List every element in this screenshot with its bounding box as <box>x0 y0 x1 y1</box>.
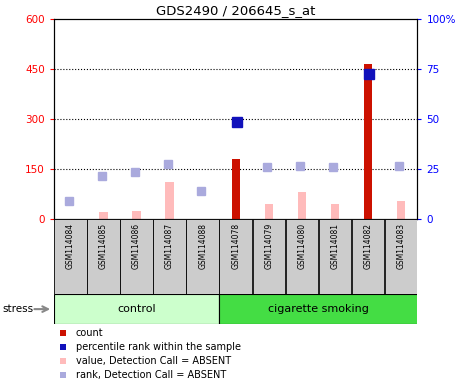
Text: GSM114087: GSM114087 <box>165 223 174 269</box>
Text: GSM114085: GSM114085 <box>99 223 108 269</box>
Text: value, Detection Call = ABSENT: value, Detection Call = ABSENT <box>76 356 231 366</box>
Bar <box>132 210 141 219</box>
Bar <box>166 182 174 219</box>
FancyBboxPatch shape <box>54 294 219 324</box>
Bar <box>331 204 339 219</box>
FancyBboxPatch shape <box>352 219 384 294</box>
Bar <box>232 159 240 219</box>
Bar <box>397 200 405 219</box>
FancyBboxPatch shape <box>286 219 318 294</box>
FancyBboxPatch shape <box>121 219 153 294</box>
Text: GSM114080: GSM114080 <box>297 223 306 269</box>
Text: control: control <box>117 304 156 314</box>
Text: GSM114078: GSM114078 <box>231 223 240 269</box>
Bar <box>99 212 107 219</box>
Title: GDS2490 / 206645_s_at: GDS2490 / 206645_s_at <box>156 3 315 17</box>
Text: GSM114081: GSM114081 <box>330 223 339 269</box>
FancyBboxPatch shape <box>54 219 87 294</box>
FancyBboxPatch shape <box>87 219 120 294</box>
Text: cigarette smoking: cigarette smoking <box>268 304 369 314</box>
FancyBboxPatch shape <box>187 219 219 294</box>
FancyBboxPatch shape <box>219 294 450 324</box>
Text: count: count <box>76 328 103 338</box>
Bar <box>298 192 306 219</box>
FancyBboxPatch shape <box>318 219 351 294</box>
Text: GSM114079: GSM114079 <box>264 223 273 269</box>
Bar <box>265 204 273 219</box>
Text: GSM114088: GSM114088 <box>198 223 207 269</box>
Text: stress: stress <box>2 304 33 314</box>
Text: rank, Detection Call = ABSENT: rank, Detection Call = ABSENT <box>76 370 226 380</box>
FancyBboxPatch shape <box>385 219 417 294</box>
Text: GSM114084: GSM114084 <box>66 223 75 269</box>
Text: percentile rank within the sample: percentile rank within the sample <box>76 342 241 352</box>
FancyBboxPatch shape <box>219 219 252 294</box>
Text: GSM114086: GSM114086 <box>132 223 141 269</box>
Text: GSM114083: GSM114083 <box>396 223 405 269</box>
Bar <box>364 64 372 219</box>
Text: GSM114082: GSM114082 <box>363 223 372 269</box>
FancyBboxPatch shape <box>252 219 285 294</box>
FancyBboxPatch shape <box>153 219 186 294</box>
